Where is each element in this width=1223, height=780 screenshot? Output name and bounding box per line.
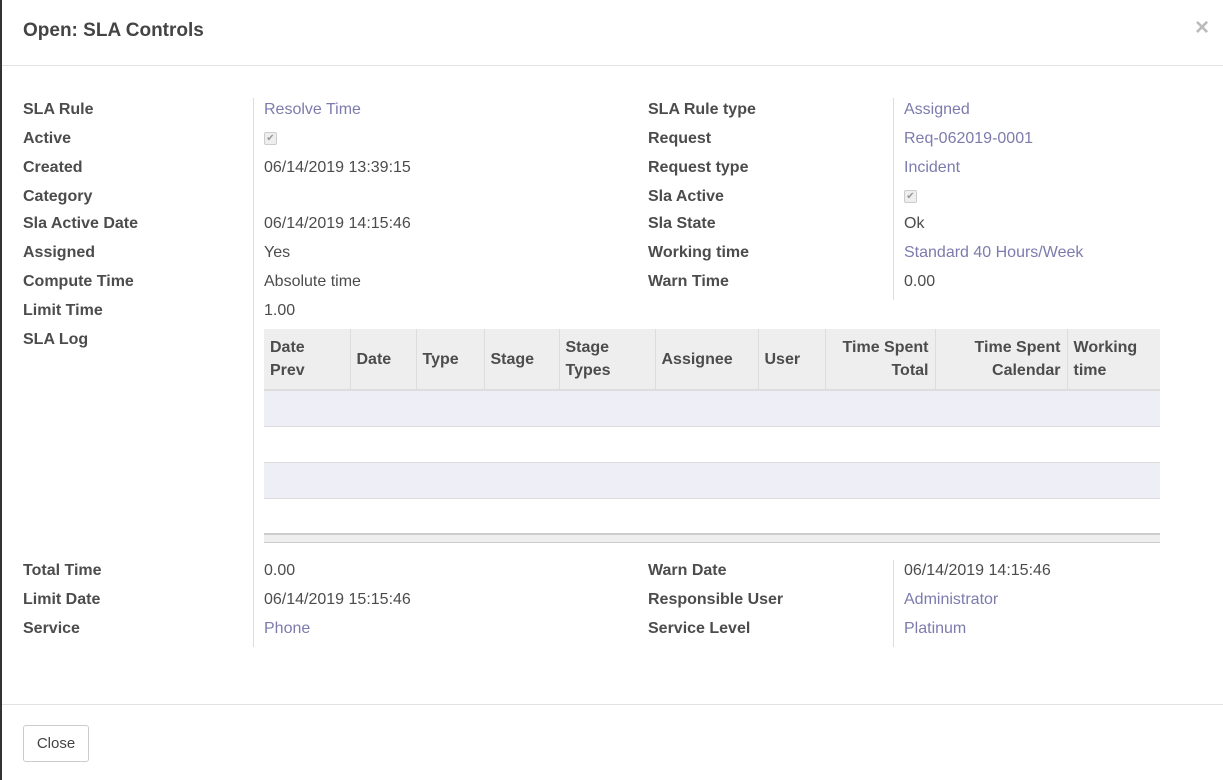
label-limit-time: Limit Time xyxy=(23,302,103,319)
label-service: Service xyxy=(23,620,80,637)
value-service[interactable]: Phone xyxy=(264,620,311,637)
value-responsible-user[interactable]: Administrator xyxy=(904,591,999,608)
label-sla-rule: SLA Rule xyxy=(23,101,94,118)
column-header-type[interactable]: Type xyxy=(415,329,484,391)
value-compute-time: Absolute time xyxy=(264,273,361,290)
value-warn-time: 0.00 xyxy=(904,273,936,290)
label-sla-rule-type: SLA Rule type xyxy=(648,101,756,118)
label-sla-active: Sla Active xyxy=(648,188,724,205)
column-header-stage[interactable]: Stage xyxy=(483,329,559,391)
label-sla-active-date: Sla Active Date xyxy=(23,215,139,232)
column-header-date-prev[interactable]: Date Prev xyxy=(264,329,350,391)
checkbox-active[interactable]: ✔ xyxy=(264,132,277,145)
value-sla-state: Ok xyxy=(904,215,925,232)
label-active: Active xyxy=(23,130,72,147)
label-compute-time: Compute Time xyxy=(23,273,134,290)
close-button[interactable]: Close xyxy=(23,725,89,762)
value-created: 06/14/2019 13:39:15 xyxy=(264,159,411,176)
column-header-time-spent-calendar[interactable]: Time Spent Calendar xyxy=(934,329,1067,391)
value-request[interactable]: Req-062019-0001 xyxy=(904,130,1033,147)
table-row xyxy=(264,390,1160,427)
value-assigned: Yes xyxy=(264,244,291,261)
divider xyxy=(893,98,894,300)
value-service-level[interactable]: Platinum xyxy=(904,620,967,637)
value-limit-time: 1.00 xyxy=(264,302,296,319)
dialog-title: Open: SLA Controls xyxy=(23,20,204,41)
label-total-time: Total Time xyxy=(23,562,102,579)
table-row xyxy=(264,498,1160,535)
value-sla-rule-type[interactable]: Assigned xyxy=(904,101,970,118)
table-row xyxy=(264,462,1160,499)
header-divider xyxy=(2,65,1223,66)
label-warn-date: Warn Date xyxy=(648,562,727,579)
label-limit-date: Limit Date xyxy=(23,591,101,608)
label-created: Created xyxy=(23,159,83,176)
label-responsible-user: Responsible User xyxy=(648,591,784,608)
value-request-type[interactable]: Incident xyxy=(904,159,961,176)
column-header-user[interactable]: User xyxy=(757,329,825,391)
column-header-stage-types[interactable]: Stage Types xyxy=(558,329,655,391)
value-warn-date: 06/14/2019 14:15:46 xyxy=(904,562,1051,579)
label-working-time: Working time xyxy=(648,244,750,261)
checkbox-sla-active[interactable]: ✔ xyxy=(904,190,917,203)
footer-divider xyxy=(2,704,1223,705)
label-sla-state: Sla State xyxy=(648,215,716,232)
label-request-type: Request type xyxy=(648,159,749,176)
value-sla-rule[interactable]: Resolve Time xyxy=(264,101,361,118)
column-header-working-time[interactable]: Working time xyxy=(1066,329,1160,391)
column-header-date[interactable]: Date xyxy=(349,329,416,391)
label-sla-log: SLA Log xyxy=(23,331,89,348)
divider xyxy=(893,560,894,647)
close-icon[interactable]: × xyxy=(1194,14,1209,41)
column-header-assignee[interactable]: Assignee xyxy=(654,329,758,391)
divider xyxy=(253,98,254,647)
table-row xyxy=(264,426,1160,463)
label-request: Request xyxy=(648,130,712,147)
label-assigned: Assigned xyxy=(23,244,96,261)
sla-log-table: Date Prev Date Type Stage Stage Types Assigne… xyxy=(264,329,1160,543)
value-working-time[interactable]: Standard 40 Hours/Week xyxy=(904,244,1084,261)
label-service-level: Service Level xyxy=(648,620,751,637)
table-footer xyxy=(264,533,1160,543)
value-limit-date: 06/14/2019 15:15:46 xyxy=(264,591,411,608)
column-header-time-spent-total[interactable]: Time Spent Total xyxy=(824,329,935,391)
label-category: Category xyxy=(23,188,93,205)
value-sla-active-date: 06/14/2019 14:15:46 xyxy=(264,215,411,232)
value-total-time: 0.00 xyxy=(264,562,296,579)
label-warn-time: Warn Time xyxy=(648,273,729,290)
